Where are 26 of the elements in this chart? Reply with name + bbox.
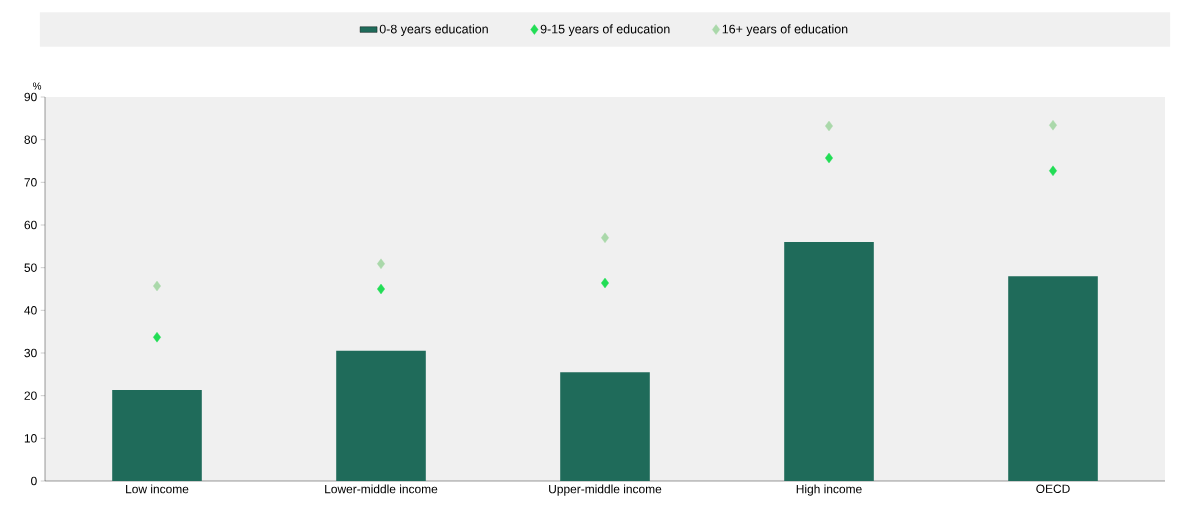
legend-label: 0-8 years education: [379, 24, 488, 36]
y-tick-label: 60: [24, 220, 37, 230]
y-tick-label: 20: [24, 391, 37, 400]
legend-label: 16+ years of education: [722, 24, 848, 36]
y-tick-label: 10: [24, 434, 37, 443]
y-tick-label: 30: [24, 348, 37, 358]
x-tick-label: High income: [796, 484, 862, 496]
x-tick-label: OECD: [1036, 484, 1070, 493]
bar: [336, 350, 426, 481]
y-tick-label: 40: [24, 306, 37, 315]
y-tick-label: 0: [31, 476, 37, 486]
x-tick-label: Low income: [126, 484, 189, 494]
bar: [1008, 276, 1098, 481]
bar: [560, 372, 650, 481]
y-tick-label: 90: [24, 92, 37, 102]
bar: [112, 390, 202, 481]
point: [601, 232, 609, 243]
y-tick-label: 50: [24, 263, 37, 272]
bar: [784, 242, 874, 481]
x-tick-label: Lower-middle income: [325, 484, 438, 494]
legend-label: 9-15 years of education: [540, 24, 670, 36]
y-tick-label: 70: [24, 178, 37, 187]
point: [153, 332, 161, 343]
x-tick-label: Upper-middle income: [549, 484, 662, 496]
y-axis-title: %: [32, 82, 42, 90]
y-tick-label: 80: [24, 135, 37, 144]
